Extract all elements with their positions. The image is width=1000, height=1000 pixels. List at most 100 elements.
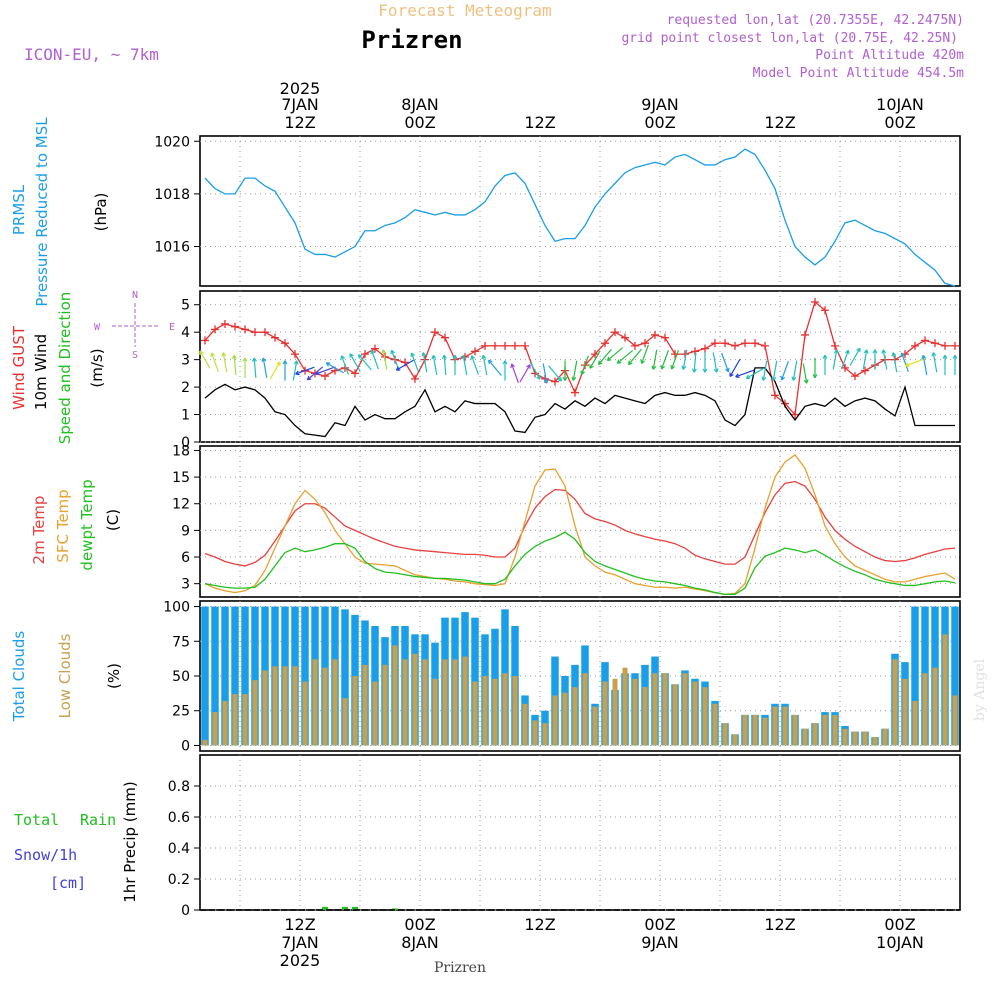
y-tick-label: 15 [172, 470, 190, 486]
bar-low-clouds [892, 659, 898, 746]
gust-marker [371, 344, 379, 353]
gust-marker [771, 391, 779, 400]
compass-n: N [132, 290, 138, 301]
bar-low-clouds [812, 723, 818, 746]
wind-arrow-head [231, 354, 237, 360]
wind-arrow [315, 366, 335, 375]
gust-marker [441, 333, 449, 342]
wind-arrow [882, 349, 888, 370]
y-tick-label: 1020 [154, 134, 190, 150]
bar-low-clouds [622, 667, 628, 746]
temp-panel-labels: 2m Temp SFC Temp dewpt Temp (C) [30, 479, 122, 570]
wind-arrow [358, 354, 372, 371]
wind-arrow [729, 358, 741, 377]
gust-marker [241, 325, 249, 334]
wind-arrow [396, 359, 414, 371]
gust-marker [731, 341, 739, 350]
wind-gust-label: Wind GUST [10, 325, 28, 410]
gust-marker [821, 306, 829, 315]
bar-low-clouds [732, 734, 738, 746]
gust-marker [621, 333, 629, 342]
time-label-top: 8JAN [401, 95, 439, 114]
bar-low-clouds [272, 666, 278, 746]
gust-marker [801, 330, 809, 339]
y-tick-label: 0 [181, 435, 190, 451]
wind-arrow [572, 360, 578, 381]
gust-marker [721, 339, 729, 348]
bar-low-clouds [482, 676, 488, 746]
wind-arrow-head [921, 354, 927, 360]
wind-arrow-head [431, 354, 437, 360]
wind-arrow [606, 347, 624, 362]
wind-arrow-head [543, 379, 549, 384]
bar-low-clouds [452, 659, 458, 746]
time-label-top: 7JAN [281, 95, 319, 114]
bar-low-clouds [842, 728, 848, 746]
wind-arrow-head [571, 376, 577, 381]
time-label-top: 12Z [284, 113, 315, 132]
series-line-10m-wind [204, 367, 955, 438]
y-tick-label: 0.2 [168, 872, 190, 888]
wind-arrow-head [536, 375, 541, 380]
bar-low-clouds [202, 739, 208, 746]
y-tick-label: 9 [181, 523, 190, 539]
prmsl-label: PRMSL [10, 184, 28, 235]
wind-arrow-head [761, 376, 767, 381]
wind-arrow [589, 350, 601, 369]
bar-low-clouds [462, 656, 468, 746]
bar-low-clouds [762, 717, 768, 746]
wind-arrow-head [580, 370, 585, 375]
bar-total-clouds [221, 606, 229, 746]
gust-marker [601, 339, 609, 348]
y-tick-label: 0 [181, 903, 190, 919]
bar-low-clouds [322, 667, 328, 746]
wind-arrow-head [370, 349, 375, 355]
bar-low-clouds [612, 678, 618, 746]
y-tick-label: 0.6 [168, 810, 190, 826]
wind-arrow-head [900, 352, 905, 358]
wind-arrow-head [872, 349, 878, 354]
wind-arrow-head [942, 354, 948, 359]
wind-arrow-head [349, 353, 354, 358]
wind-arrow-head [487, 359, 493, 365]
wind-arrow [422, 352, 428, 373]
requested-coords: requested lon,lat (20.7355E, 42.2475N) [667, 13, 964, 28]
bar-low-clouds [662, 673, 668, 746]
gust-marker [651, 330, 659, 339]
y-tick-label: 0.4 [168, 841, 190, 857]
y-tick-label: 1016 [154, 240, 190, 256]
wind-arrow [616, 350, 634, 364]
bar-low-clouds [642, 687, 648, 746]
bar-low-clouds [952, 695, 958, 746]
bar-low-clouds [242, 694, 248, 746]
wind-arrow [519, 364, 531, 383]
wind-arrow-head [381, 349, 387, 354]
wind-arrow-head [199, 350, 204, 355]
time-label-bottom: 12Z [764, 915, 795, 934]
y-tick-label: 0 [181, 738, 190, 754]
total-clouds-label: Total Clouds [10, 631, 28, 723]
bar-low-clouds [672, 684, 678, 746]
time-label-bottom: 12Z [284, 915, 315, 934]
wind-arrow-head [881, 349, 887, 354]
bar-low-clouds [802, 728, 808, 746]
temp-2m-label: 2m Temp [30, 496, 48, 565]
bar-low-clouds [302, 681, 308, 746]
bar-low-clouds [602, 681, 608, 746]
series-line-prmsl [204, 148, 956, 287]
gust-marker [321, 372, 329, 381]
model-altitude: Model Point Altitude 454.5m [753, 66, 964, 81]
bar-total-clouds [341, 609, 349, 746]
gust-marker [481, 341, 489, 350]
watermark: by Angel [972, 658, 988, 721]
bar-low-clouds [822, 714, 828, 746]
gust-marker [361, 350, 369, 359]
precip-panel-labels: Total Rain Snow/1h [cm] 1hr Precip (mm) [14, 781, 139, 902]
time-label-top: 12Z [764, 113, 795, 132]
y-tick-label: 2 [181, 380, 190, 396]
wind-arrow-head [210, 352, 215, 358]
series-line-sfc-temp [204, 453, 956, 595]
gust-marker [211, 325, 219, 334]
bar-low-clouds [702, 687, 708, 746]
